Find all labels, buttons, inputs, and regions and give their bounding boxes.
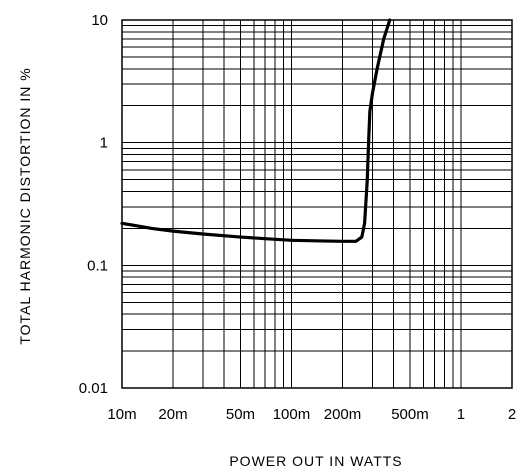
x-tick-label: 20m xyxy=(158,406,187,423)
x-tick-label: 200m xyxy=(324,406,362,423)
y-tick-label: 10 xyxy=(91,12,108,29)
x-tick-label: 50m xyxy=(226,406,255,423)
thd-curve xyxy=(120,18,392,243)
plot-frame xyxy=(121,19,513,389)
y-tick-label: 0.01 xyxy=(79,380,108,397)
x-axis-label: POWER OUT IN WATTS xyxy=(229,453,402,469)
y-tick-label: 1 xyxy=(100,135,108,152)
x-tick-label: 10m xyxy=(107,406,136,423)
x-tick-label: 500m xyxy=(391,406,429,423)
y-axis-label: TOTAL HARMONIC DISTORTION IN % xyxy=(17,67,33,344)
tick-labels: 10m 20m 50m 100m 200m 500m 1 2 0.01 0.1 1 10 xyxy=(79,12,516,423)
x-tick-label: 100m xyxy=(273,406,311,423)
grid-lines xyxy=(121,19,513,389)
x-tick-label: 2 xyxy=(508,406,516,423)
y-tick-label: 0.1 xyxy=(87,257,108,274)
x-tick-label: 1 xyxy=(457,406,465,423)
